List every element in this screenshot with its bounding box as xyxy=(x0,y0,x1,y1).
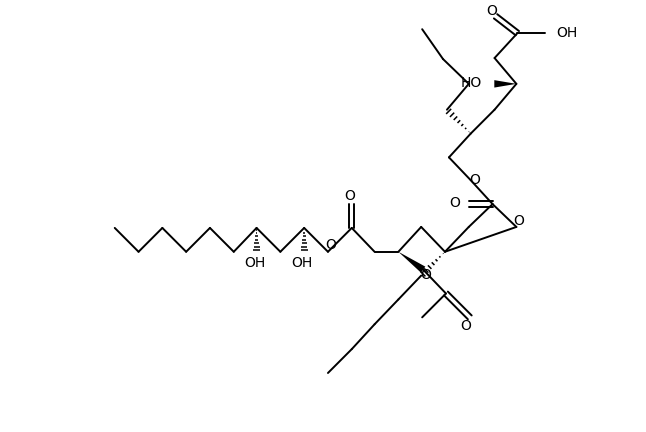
Text: O: O xyxy=(449,197,460,210)
Text: OH: OH xyxy=(291,256,313,270)
Text: O: O xyxy=(461,319,472,333)
Text: OH: OH xyxy=(556,25,578,40)
Text: HO: HO xyxy=(461,76,482,89)
Text: O: O xyxy=(469,173,480,187)
Text: O: O xyxy=(325,238,336,252)
Text: OH: OH xyxy=(244,256,266,270)
Text: O: O xyxy=(514,213,525,228)
Text: O: O xyxy=(486,4,497,18)
Polygon shape xyxy=(399,252,425,273)
Text: O: O xyxy=(421,268,431,282)
Text: O: O xyxy=(344,189,355,203)
Polygon shape xyxy=(494,80,516,88)
